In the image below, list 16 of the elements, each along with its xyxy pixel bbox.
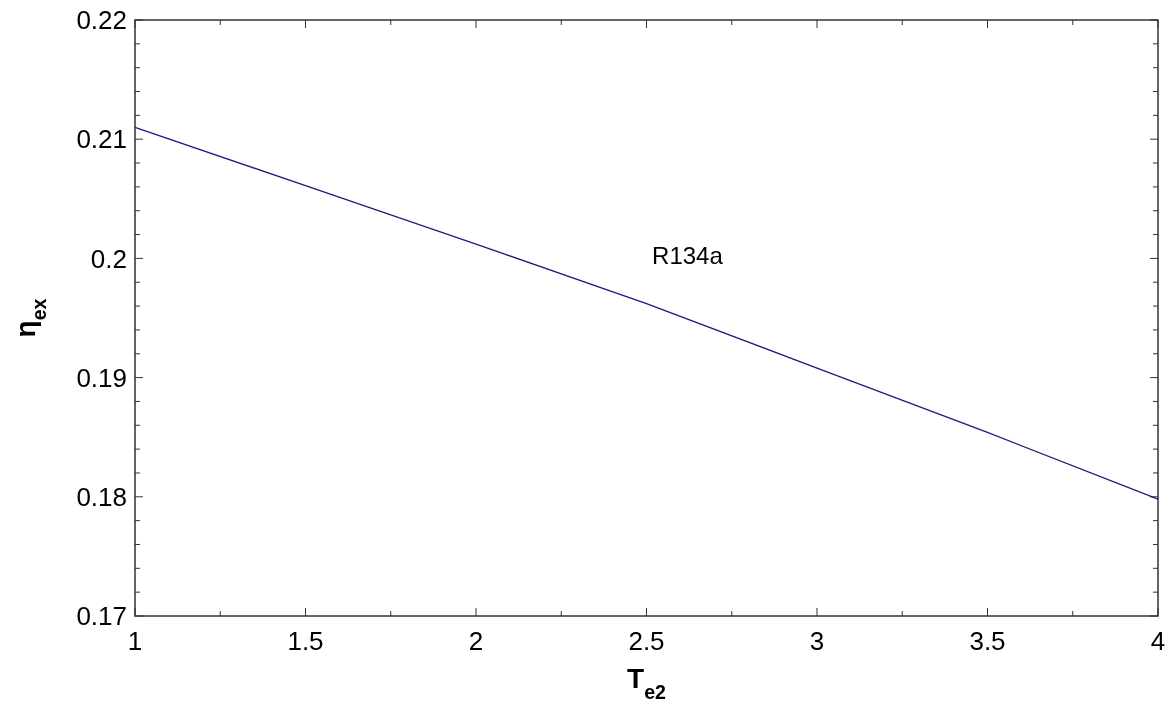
line-series	[134, 126, 1159, 500]
y-tick-label: 0.22	[76, 5, 127, 36]
y-tick-label: 0.17	[76, 601, 127, 632]
y-tick-label: 0.21	[76, 124, 127, 155]
y-tick-label: 0.2	[90, 243, 127, 274]
y-tick-label: 0.19	[76, 362, 127, 393]
annotation: R134a	[652, 242, 724, 270]
x-axis-title: T$_{e2}$	[627, 663, 667, 702]
y-tick-label: 0.18	[76, 481, 127, 512]
x-tick-label: 3.5	[969, 626, 1006, 656]
x-tick-label: 2.5	[628, 626, 665, 656]
x-tick-label: 1	[127, 626, 143, 656]
x-tick-label: 3	[809, 626, 825, 656]
x-tick-label: 4	[1150, 626, 1166, 656]
x-tick-label: 2	[468, 626, 484, 656]
x-tick-label: 1.5	[287, 626, 324, 656]
